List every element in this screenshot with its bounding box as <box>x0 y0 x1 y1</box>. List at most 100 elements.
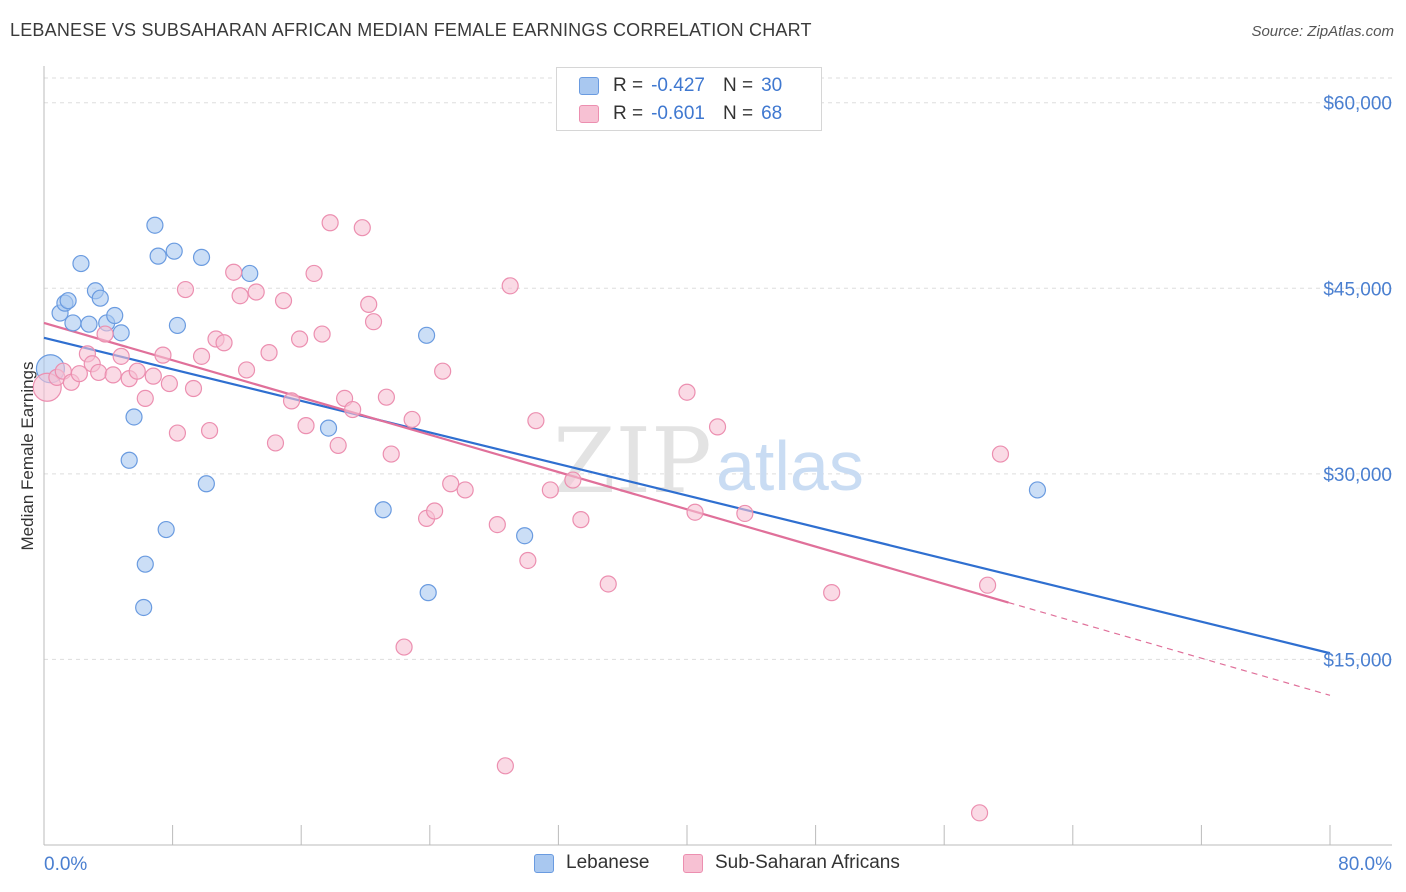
subsaharan-point <box>321 214 339 232</box>
y-tick-label: $45,000 <box>1323 279 1392 300</box>
lebanese-point <box>112 324 130 342</box>
x-tick-label: 80.0% <box>1338 854 1392 875</box>
subsaharan-point <box>527 412 545 430</box>
lebanese-point <box>1028 481 1047 499</box>
subsaharan-point <box>144 367 162 385</box>
legend-n-value: 30 <box>761 75 783 96</box>
subsaharan-point <box>599 575 617 593</box>
subsaharan-point <box>329 436 347 455</box>
legend-r-label: R = <box>613 75 644 96</box>
subsaharan-trend-line <box>43 321 1009 604</box>
lebanese-point <box>417 326 436 344</box>
subsaharan-point <box>160 374 178 393</box>
subsaharan-point <box>96 325 114 343</box>
subsaharan-point <box>344 400 362 419</box>
subsaharan-point <box>970 804 989 822</box>
axes <box>43 66 1392 846</box>
subsaharan-point <box>128 362 146 380</box>
subsaharan-point <box>395 638 413 656</box>
subsaharan-point <box>991 445 1010 463</box>
subsaharan-point <box>176 280 195 299</box>
lebanese-point <box>374 501 392 519</box>
series-legend-subsaharan: Sub-Saharan Africans <box>683 852 900 874</box>
subsaharan-point <box>192 347 211 365</box>
subsaharan-point <box>678 383 696 401</box>
lebanese-point <box>120 451 138 469</box>
lebanese-point <box>125 408 143 426</box>
lebanese-trend-line <box>43 336 1331 655</box>
subsaharan-point <box>496 757 514 775</box>
subsaharan-point <box>290 330 309 348</box>
lebanese-point <box>80 315 98 333</box>
subsaharan-point <box>282 392 301 410</box>
lebanese-point <box>72 254 90 273</box>
lebanese-point <box>197 475 215 493</box>
lebanese-point <box>516 527 534 545</box>
subsaharan-point <box>154 346 172 364</box>
subsaharan-point <box>231 287 249 305</box>
legend-row-subsaharan: R = -0.601 N = 68 <box>579 102 782 126</box>
subsaharan-point <box>353 219 371 237</box>
y-axis-label: Median Female Earnings <box>18 362 37 551</box>
series-name-lebanese: Lebanese <box>566 852 650 873</box>
subsaharan-point <box>184 379 203 398</box>
lebanese-point <box>91 289 109 307</box>
subsaharan-point <box>237 361 256 379</box>
legend-r-value: -0.601 <box>651 103 705 124</box>
lebanese-swatch <box>579 77 599 95</box>
subsaharan-point <box>686 503 704 521</box>
subsaharan-point <box>112 347 130 365</box>
subsaharan-point <box>266 434 285 452</box>
subsaharan-point <box>442 475 460 493</box>
data-points <box>32 214 1047 822</box>
axis-labels: $15,000 $30,000 $45,000 $60,000 0.0% 80.0% Med… <box>18 94 1392 875</box>
subsaharan-point <box>564 471 582 489</box>
y-tick-label: $30,000 <box>1323 465 1392 486</box>
subsaharan-point <box>215 334 233 352</box>
subsaharan-swatch <box>683 853 703 873</box>
subsaharan-point <box>136 389 154 408</box>
legend-n-label: N = <box>722 103 754 124</box>
trend-lines <box>43 321 1331 696</box>
subsaharan-point <box>434 362 452 380</box>
lebanese-point <box>149 247 167 265</box>
subsaharan-point <box>200 421 219 440</box>
subsaharan-point <box>823 584 841 602</box>
subsaharan-point <box>305 264 323 283</box>
subsaharan-point <box>708 418 727 436</box>
chart-title: LEBANESE VS SUBSAHARAN AFRICAN MEDIAN FE… <box>10 20 812 40</box>
subsaharan-point <box>572 511 590 529</box>
legend-n-label: N = <box>722 75 754 96</box>
subsaharan-point <box>247 283 265 301</box>
subsaharan-point <box>70 365 88 383</box>
legend-n-value: 68 <box>761 103 783 124</box>
y-tick-label: $60,000 <box>1323 94 1392 115</box>
subsaharan-point <box>377 388 395 406</box>
legend-r-value: -0.427 <box>651 75 705 96</box>
series-legend-lebanese: Lebanese <box>534 852 649 874</box>
series-name-subsaharan: Sub-Saharan Africans <box>715 852 900 873</box>
lebanese-point <box>136 555 154 573</box>
subsaharan-point <box>104 366 122 384</box>
subsaharan-point <box>360 295 378 313</box>
legend-r-label: R = <box>613 103 644 124</box>
subsaharan-point <box>168 424 187 442</box>
watermark-zip: ZIP <box>553 409 712 514</box>
lebanese-point <box>168 316 187 335</box>
subsaharan-point <box>274 292 293 310</box>
subsaharan-point <box>225 263 243 281</box>
legend-row-lebanese: R = -0.427 N = 30 <box>579 74 782 98</box>
lebanese-point <box>319 419 338 437</box>
subsaharan-point <box>979 576 997 594</box>
lebanese-point <box>64 314 82 332</box>
subsaharan-point <box>736 504 754 523</box>
watermark-atlas: atlas <box>716 427 864 505</box>
subsaharan-swatch <box>579 105 599 123</box>
lebanese-point <box>241 264 259 283</box>
lebanese-point <box>135 598 153 617</box>
lebanese-swatch <box>534 853 554 873</box>
subsaharan-point <box>90 363 108 382</box>
lebanese-point <box>192 248 211 266</box>
y-tick-label: $15,000 <box>1323 650 1392 671</box>
subsaharan-point <box>297 417 315 435</box>
